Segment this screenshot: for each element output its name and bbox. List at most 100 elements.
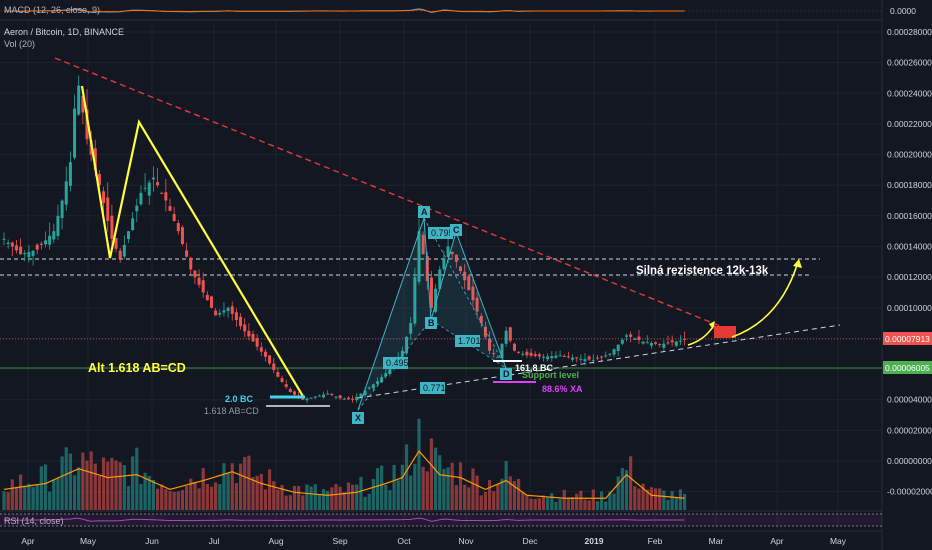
candle-body	[649, 343, 653, 346]
candle-body	[156, 182, 160, 186]
candle-body	[135, 205, 139, 212]
candle-body	[654, 342, 658, 344]
candle-body	[591, 359, 595, 361]
volume-bar	[56, 477, 60, 510]
volume-bar	[359, 476, 363, 510]
candle-body	[446, 246, 450, 257]
volume-bar	[263, 489, 268, 510]
candlesticks	[2, 75, 687, 404]
volume-bar	[52, 479, 56, 510]
candle-body	[504, 330, 508, 344]
volume-bar	[566, 497, 570, 510]
volume-bar	[60, 456, 64, 510]
point-c-text: C	[453, 225, 460, 235]
ratio-0771-box	[420, 382, 445, 394]
candle-body	[641, 341, 645, 344]
candle-body	[280, 378, 284, 382]
time-tick-label: 2019	[585, 536, 604, 546]
rsi-indicator-label[interactable]: RSI (14, close)	[4, 516, 64, 526]
candle-body	[23, 253, 27, 255]
price-tick-label: 0.00010000	[887, 303, 932, 313]
volume-bar	[160, 484, 164, 510]
candle-body	[180, 227, 184, 244]
volume-bar	[118, 462, 122, 510]
volume-bar	[2, 491, 6, 510]
candle-body	[48, 235, 52, 245]
volume-bar	[508, 476, 512, 510]
volume-bar	[272, 481, 276, 510]
volume-bar	[662, 490, 666, 510]
bc-2-label: 2.0 BC	[225, 394, 254, 404]
candle-body	[317, 395, 321, 397]
candle-body	[512, 343, 516, 351]
macd-indicator-label[interactable]: MACD (12, 26, close, 9)	[4, 5, 100, 15]
volume-bar	[288, 495, 292, 510]
candle-body	[471, 286, 475, 301]
volume-bar	[164, 489, 168, 510]
projection-arrowhead-long	[793, 259, 802, 268]
candle-body	[284, 384, 288, 387]
ratio-0795-box	[428, 227, 453, 239]
candle-body	[6, 242, 10, 244]
volume-bar	[301, 495, 305, 510]
volume-indicator-label[interactable]: Vol (20)	[4, 39, 35, 49]
volume-bar	[413, 463, 417, 510]
price-tick-label: 0.00028000	[887, 27, 932, 37]
candle-body	[608, 353, 612, 355]
candle-body	[60, 200, 64, 219]
time-tick-label: Oct	[397, 536, 411, 546]
time-tick-label: Feb	[648, 536, 663, 546]
price-tick-label: -0.00002000	[887, 487, 932, 497]
candle-body	[168, 206, 172, 211]
volume-bar	[438, 455, 442, 510]
abcd-label: Alt 1.618 AB=CD	[88, 361, 186, 375]
candle-body	[595, 357, 599, 359]
price-tick-label: 0.00016000	[887, 211, 932, 221]
candle-body	[483, 326, 487, 337]
harmonic-pattern[interactable]	[357, 217, 507, 411]
candle-body	[670, 340, 674, 343]
point-a-box	[418, 206, 430, 218]
downtrend-line[interactable]	[54, 57, 731, 331]
volume-bar	[442, 469, 446, 510]
abcd-pattern[interactable]	[80, 85, 305, 399]
price-tick-label: 0.00018000	[887, 180, 932, 190]
candle-body	[77, 85, 81, 115]
volume-bar	[633, 486, 637, 510]
point-x-box	[352, 412, 364, 424]
candle-body	[305, 398, 309, 401]
time-axis[interactable]: Apr May Jun Jul Aug Sep Oct Nov Dec 2019 Feb Mar Apr…	[21, 536, 846, 546]
candle-body	[454, 254, 458, 262]
price-tick-label: 0.00024000	[887, 88, 932, 98]
volume-bar	[14, 488, 19, 510]
candle-body	[214, 310, 218, 316]
candle-body	[500, 343, 504, 358]
candle-body	[301, 397, 305, 400]
candle-body	[467, 276, 471, 291]
volume-bar	[400, 464, 404, 510]
candle-body	[508, 327, 512, 341]
volume-bar	[591, 489, 595, 510]
candle-body	[359, 393, 363, 397]
volume-bar	[27, 483, 31, 510]
volume-bar	[64, 447, 68, 510]
candle-body	[429, 277, 433, 308]
candle-body	[521, 353, 525, 355]
volume-bar	[131, 456, 135, 510]
candle-body	[330, 393, 334, 396]
candle-body	[185, 250, 189, 257]
candle-body	[164, 192, 168, 201]
candle-body	[405, 336, 409, 354]
volume-bar	[620, 468, 624, 510]
volume-bar	[31, 487, 35, 510]
volume-bar	[19, 474, 23, 510]
symbol-label[interactable]: Aeron / Bitcoin, 1D, BINANCE	[4, 27, 124, 37]
volume-bar	[384, 484, 388, 510]
candle-body	[409, 323, 413, 334]
candle-body	[678, 340, 682, 342]
candle-body	[475, 297, 479, 312]
ratio-1701-text: 1.701	[458, 336, 481, 346]
candle-body	[81, 95, 85, 113]
volume-bar	[85, 460, 89, 510]
